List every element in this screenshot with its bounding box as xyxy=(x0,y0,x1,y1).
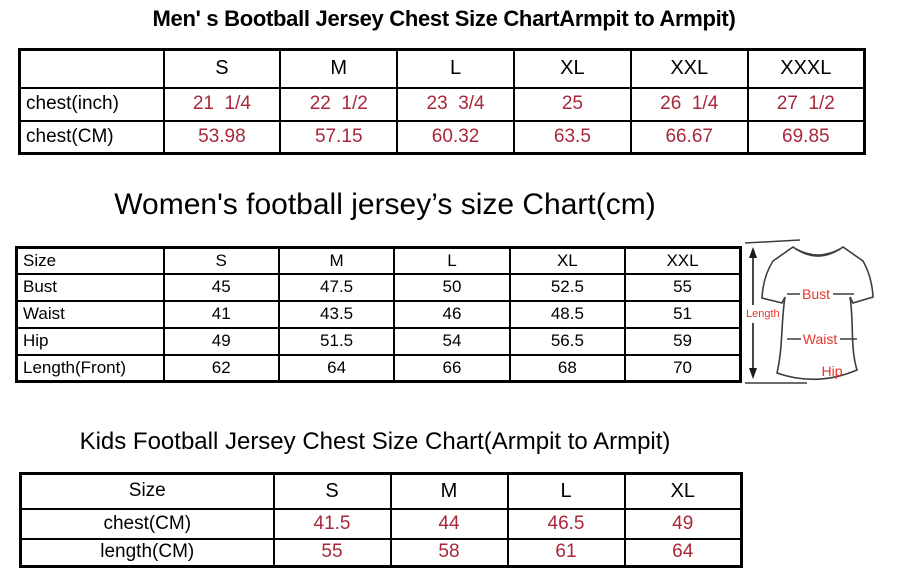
value-cell: 56.5 xyxy=(508,326,627,356)
size-column-header: XL xyxy=(508,246,627,275)
value-cell: 60.32 xyxy=(396,119,515,155)
value-cell: 66.67 xyxy=(629,119,749,155)
table-row: Hip 49 51.5 54 56.5 59 xyxy=(15,326,742,356)
header-row: Size S M L XL xyxy=(19,472,743,510)
value-cell: 46.5 xyxy=(506,507,626,540)
size-column-header: L xyxy=(393,246,511,275)
value-cell: 41 xyxy=(162,299,280,329)
value-cell: 58 xyxy=(389,537,509,568)
row-label: Length(Front) xyxy=(15,353,165,383)
size-column-header: XXL xyxy=(624,246,742,275)
row-label: Waist xyxy=(15,299,165,329)
value-cell: 64 xyxy=(623,537,743,568)
men-size-table-grid: S M L XL XXL XXXL chest(inch) 21 1/4 22 1/2 23 3/… xyxy=(18,48,866,155)
value-cell: 53.98 xyxy=(162,119,282,155)
value-cell: 55 xyxy=(272,537,392,568)
value-cell: 44 xyxy=(389,507,509,540)
tshirt-measurement-diagram: Length Bust Waist Hip xyxy=(745,239,874,384)
value-cell: 63.5 xyxy=(512,119,632,155)
table-row: chest(CM) 41.5 44 46.5 49 xyxy=(19,507,743,540)
value-cell: 51.5 xyxy=(277,326,396,356)
men-chart-title: Men' s Bootball Jersey Chest Size ChartA… xyxy=(152,6,736,31)
length-label: Length xyxy=(746,308,780,320)
row-label: chest(CM) xyxy=(19,507,275,540)
value-cell: 51 xyxy=(624,299,742,329)
bust-label: Bust xyxy=(802,286,830,302)
row-label: length(CM) xyxy=(19,537,275,568)
value-cell: 45 xyxy=(162,272,280,302)
table-row: Waist 41 43.5 46 48.5 51 xyxy=(15,299,742,329)
size-column-header: XL xyxy=(623,472,743,510)
value-cell: 66 xyxy=(393,353,511,383)
value-cell: 69.85 xyxy=(746,119,866,155)
value-cell: 43.5 xyxy=(277,299,396,329)
value-cell: 41.5 xyxy=(272,507,392,540)
length-arrow-icon xyxy=(749,247,757,379)
corner-cell xyxy=(18,48,165,89)
row-label: chest(inch) xyxy=(18,86,165,122)
value-cell: 46 xyxy=(393,299,511,329)
size-column-header: XXXL xyxy=(746,48,866,89)
hip-label: Hip xyxy=(821,363,842,379)
corner-cell: Size xyxy=(15,246,165,275)
collar-inner-line xyxy=(795,248,841,256)
size-column-header: M xyxy=(279,48,399,89)
value-cell: 59 xyxy=(624,326,742,356)
value-cell: 50 xyxy=(393,272,511,302)
table-row: Bust 45 47.5 50 52.5 55 xyxy=(15,272,742,302)
row-label: Bust xyxy=(15,272,165,302)
women-size-table: Size S M L XL XXL Bust 45 47.5 50 52.5 55 Waist 41 43.… xyxy=(15,246,742,383)
row-label: chest(CM) xyxy=(18,119,165,155)
value-cell: 64 xyxy=(277,353,396,383)
table-row: length(CM) 55 58 61 64 xyxy=(19,537,743,568)
kids-chart-title: Kids Football Jersey Chest Size Chart(Ar… xyxy=(79,428,671,455)
value-cell: 25 xyxy=(512,86,632,122)
value-cell: 62 xyxy=(162,353,280,383)
size-column-header: M xyxy=(277,246,396,275)
value-cell: 70 xyxy=(624,353,742,383)
size-column-header: L xyxy=(396,48,515,89)
value-cell: 26 1/4 xyxy=(629,86,749,122)
value-cell: 49 xyxy=(162,326,280,356)
row-label: Hip xyxy=(15,326,165,356)
value-cell: 48.5 xyxy=(508,299,627,329)
size-column-header: M xyxy=(389,472,509,510)
corner-cell: Size xyxy=(19,472,275,510)
table-row: chest(CM) 53.98 57.15 60.32 63.5 66.67 69.85 xyxy=(18,119,866,155)
kids-size-table: Size S M L XL chest(CM) 41.5 44 46.5 49 length(CM)… xyxy=(19,472,743,568)
women-size-table-grid: Size S M L XL XXL Bust 45 47.5 50 52.5 55 Waist 41 43.… xyxy=(15,246,742,383)
table-row: chest(inch) 21 1/4 22 1/2 23 3/4 25 26 1/4 27 … xyxy=(18,86,866,122)
value-cell: 54 xyxy=(393,326,511,356)
size-column-header: S xyxy=(162,48,282,89)
table-row: Length(Front) 62 64 66 68 70 xyxy=(15,353,742,383)
value-cell: 61 xyxy=(506,537,626,568)
size-column-header: S xyxy=(162,246,280,275)
waist-label: Waist xyxy=(803,331,838,347)
value-cell: 55 xyxy=(624,272,742,302)
value-cell: 21 1/4 xyxy=(162,86,282,122)
value-cell: 27 1/2 xyxy=(746,86,866,122)
header-row: Size S M L XL XXL xyxy=(15,246,742,275)
value-cell: 23 3/4 xyxy=(396,86,515,122)
value-cell: 68 xyxy=(508,353,627,383)
size-column-header: S xyxy=(272,472,392,510)
men-size-table: S M L XL XXL XXXL chest(inch) 21 1/4 22 1/2 23 3/… xyxy=(18,48,866,155)
length-top-tick-line xyxy=(745,239,801,244)
size-column-header: XL xyxy=(512,48,632,89)
size-column-header: XXL xyxy=(629,48,749,89)
tshirt-outline xyxy=(761,246,874,381)
value-cell: 22 1/2 xyxy=(279,86,399,122)
value-cell: 47.5 xyxy=(277,272,396,302)
value-cell: 49 xyxy=(623,507,743,540)
kids-size-table-grid: Size S M L XL chest(CM) 41.5 44 46.5 49 length(CM)… xyxy=(19,472,743,568)
women-chart-title: Women's football jersey’s size Chart(cm) xyxy=(114,188,656,221)
value-cell: 57.15 xyxy=(279,119,399,155)
header-row: S M L XL XXL XXXL xyxy=(18,48,866,89)
size-column-header: L xyxy=(506,472,626,510)
value-cell: 52.5 xyxy=(508,272,627,302)
